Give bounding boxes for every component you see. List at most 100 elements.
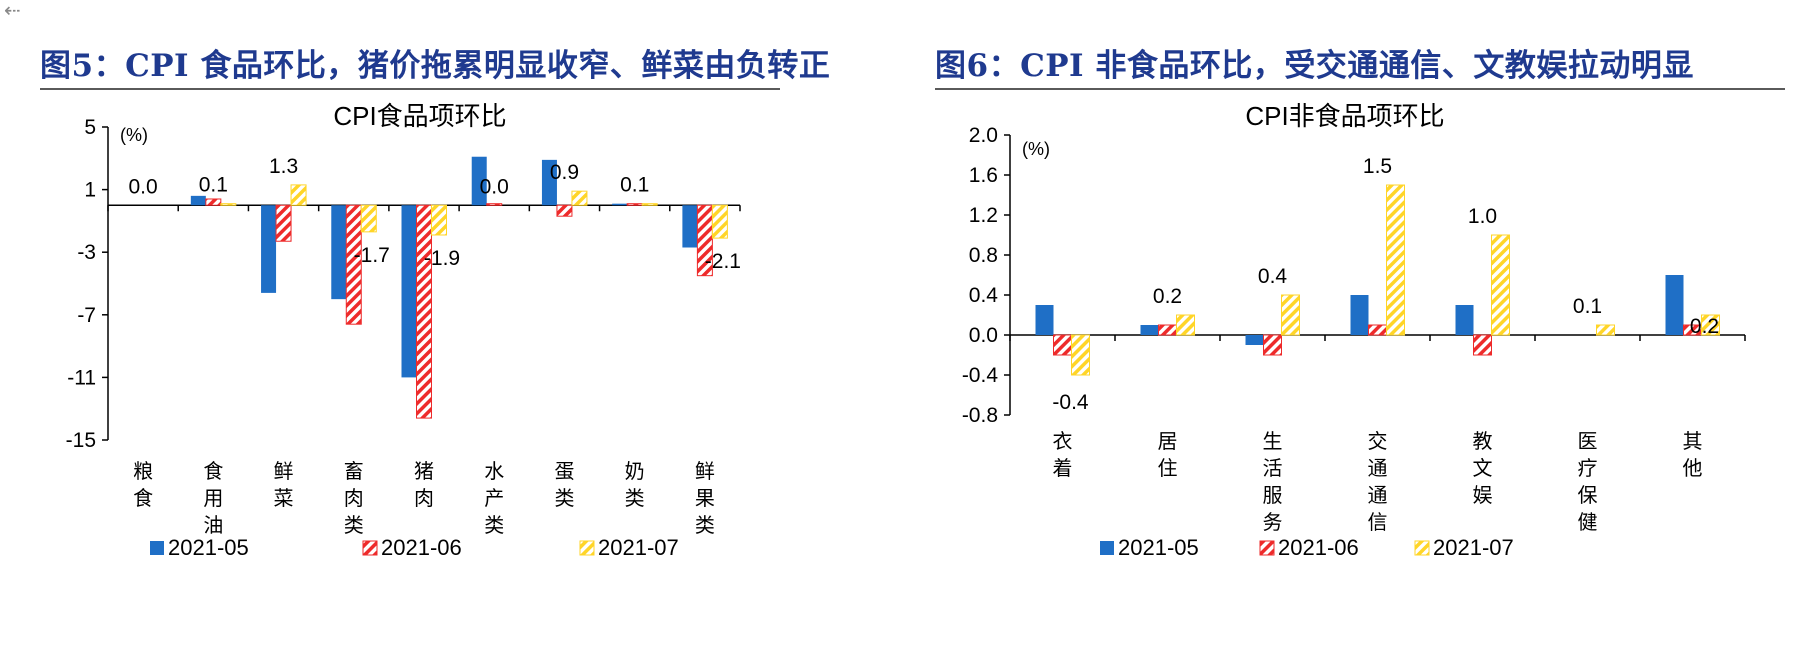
bar-2021-05 xyxy=(331,205,347,300)
y-tick-label: -0.8 xyxy=(962,404,998,427)
legend-swatch xyxy=(1414,540,1430,556)
figure-6-title: 图6：CPI 非食品环比，受交通通信、文教娱拉动明显 xyxy=(935,48,1694,84)
figure-6-title-rule xyxy=(935,88,1785,90)
bar-2021-07 xyxy=(711,204,728,239)
bar-2021-06 xyxy=(205,198,222,206)
bar-2021-07 xyxy=(1071,334,1090,376)
data-label: 1.3 xyxy=(269,155,298,178)
category-label: 畜肉类 xyxy=(344,460,364,537)
data-label: 0.9 xyxy=(550,161,579,184)
bar-2021-07 xyxy=(1701,314,1720,336)
data-label: 0.1 xyxy=(199,174,228,197)
legend-swatch xyxy=(150,541,164,555)
bar-2021-06 xyxy=(1053,334,1072,356)
bar-2021-07 xyxy=(641,203,658,206)
y-tick-label: 0.4 xyxy=(969,284,999,307)
bar-2021-07 xyxy=(431,204,447,236)
category-label: 其他 xyxy=(1683,430,1703,480)
bar-2021-07 xyxy=(1386,184,1405,336)
figure-5-panel: 图5：CPI 食品环比，猪价拖累明显收窄、鲜菜由负转正 CPI食品项环比 (%) 5… xyxy=(40,0,900,654)
bar-2021-07 xyxy=(220,203,237,206)
bar-2021-07 xyxy=(1491,234,1510,336)
y-tick-label: -3 xyxy=(77,241,96,264)
data-label: 0.0 xyxy=(480,175,509,198)
chart-title: CPI非食品项环比 xyxy=(1245,101,1444,131)
y-tick-label: 0.0 xyxy=(969,324,998,347)
data-label: 0.1 xyxy=(620,174,649,197)
y-tick-label: 5 xyxy=(84,116,96,139)
bar-2021-06 xyxy=(1263,334,1282,356)
bar-2021-06 xyxy=(1368,324,1387,336)
category-label: 居住 xyxy=(1158,431,1178,480)
data-label: -1.9 xyxy=(424,247,460,270)
bar-2021-06 xyxy=(626,203,643,206)
bar-2021-05 xyxy=(1035,305,1054,335)
category-label: 衣着 xyxy=(1053,430,1073,480)
bar-2021-06 xyxy=(416,204,432,419)
bar-2021-06 xyxy=(1158,324,1177,336)
bar-2021-05 xyxy=(612,203,628,206)
bar-2021-05 xyxy=(190,195,206,206)
bar-2021-05 xyxy=(401,205,417,378)
bar-2021-05 xyxy=(1455,305,1474,335)
bar-2021-05 xyxy=(541,159,557,206)
legend-label: 2021-05 xyxy=(1118,535,1199,560)
figure-6-panel: 图6：CPI 非食品环比，受交通通信、文教娱拉动明显 CPI非食品项环比 (%) 2… xyxy=(935,0,1795,654)
unit-label: (%) xyxy=(1022,139,1050,159)
y-tick-label: 1.6 xyxy=(969,164,998,187)
category-label: 生活服务 xyxy=(1263,430,1283,534)
y-tick-label: 2.0 xyxy=(969,124,998,147)
bar-2021-07 xyxy=(290,184,307,206)
legend-swatch xyxy=(579,540,595,556)
data-label: 1.5 xyxy=(1363,155,1392,178)
figure-5-title-rule xyxy=(40,88,780,90)
bar-2021-06 xyxy=(556,204,573,217)
y-tick-label: 0.8 xyxy=(969,244,998,267)
category-label: 奶类 xyxy=(625,460,645,510)
bar-2021-05 xyxy=(1665,275,1684,335)
y-tick-label: 1 xyxy=(84,179,96,202)
category-label: 医疗保健 xyxy=(1578,431,1598,534)
data-label: 0.1 xyxy=(1573,295,1602,318)
bar-2021-07 xyxy=(571,190,588,206)
bar-2021-06 xyxy=(696,204,713,277)
data-label: 0.2 xyxy=(1690,315,1719,338)
category-label: 鲜菜 xyxy=(274,460,294,510)
legend-label: 2021-06 xyxy=(1278,535,1359,560)
unit-label: (%) xyxy=(120,125,148,145)
y-tick-label: -7 xyxy=(77,304,96,327)
data-label: -0.4 xyxy=(1052,391,1089,414)
chart-title: CPI食品项环比 xyxy=(333,101,506,131)
legend-label: 2021-06 xyxy=(381,535,462,560)
figure-5-title: 图5：CPI 食品环比，猪价拖累明显收窄、鲜菜由负转正 xyxy=(40,48,831,84)
data-label: 1.0 xyxy=(1468,205,1497,228)
bar-2021-07 xyxy=(1176,314,1195,336)
bar-2021-05 xyxy=(1245,335,1264,345)
bar-2021-07 xyxy=(1281,294,1300,336)
category-label: 鲜果类 xyxy=(695,460,715,537)
nonfood-cpi-chart: CPI非食品项环比 (%) 2.0 1.6 1.2 0.8 0.4 0.0 -0.4 -0.8 -0… xyxy=(962,101,1746,560)
y-tick-label: 1.2 xyxy=(969,204,998,227)
category-label: 水产类 xyxy=(484,460,504,537)
return-arrow-icon: ⇠ xyxy=(4,0,21,22)
data-label: 0.4 xyxy=(1258,265,1288,288)
category-label: 食用油 xyxy=(203,460,223,537)
bar-2021-06 xyxy=(486,203,503,206)
food-cpi-chart: CPI食品项环比 (%) 5 1 -3 -7 -11 -15 0.0 0.1 1.3 -1.7 -1.9… xyxy=(66,101,741,560)
y-tick-label: -15 xyxy=(66,429,96,452)
y-tick-label: -11 xyxy=(67,366,96,389)
category-label: 蛋类 xyxy=(554,460,574,510)
data-label: 0.0 xyxy=(129,175,158,198)
bar-2021-05 xyxy=(682,205,698,248)
legend-swatch xyxy=(1100,541,1114,555)
bar-2021-05 xyxy=(261,205,277,293)
category-label: 猪肉 xyxy=(414,460,434,510)
legend-label: 2021-05 xyxy=(168,535,249,560)
bar-2021-07 xyxy=(1596,324,1615,336)
bar-2021-06 xyxy=(1473,334,1492,356)
category-label: 粮食 xyxy=(133,460,153,510)
bar-2021-05 xyxy=(1350,295,1369,335)
bar-2021-06 xyxy=(275,204,292,242)
data-label: -2.1 xyxy=(705,250,741,273)
legend-swatch xyxy=(1259,540,1275,556)
